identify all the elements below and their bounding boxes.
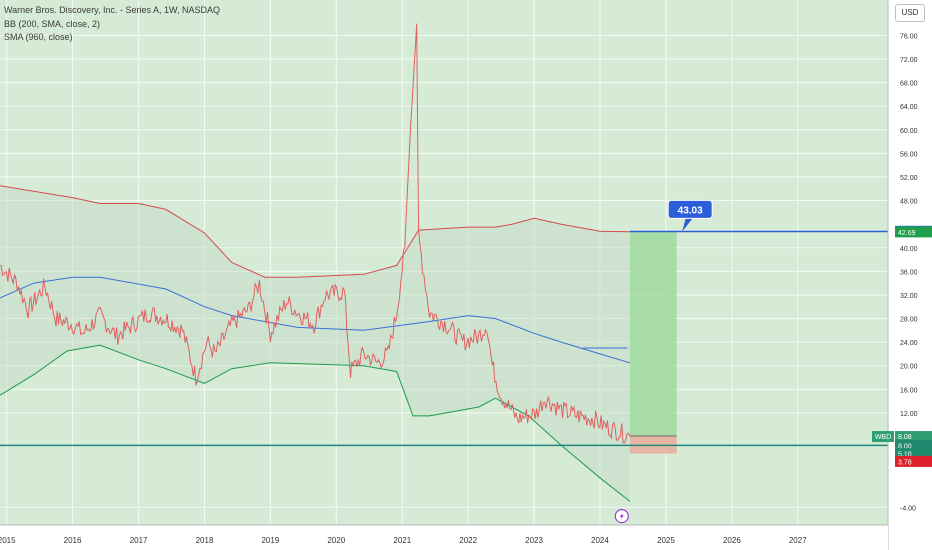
event-marker [614, 509, 629, 524]
x-tick-label: 2022 [459, 536, 477, 545]
y-tick-label: 20.00 [900, 364, 918, 371]
callout-label: 43.03 [678, 205, 703, 216]
currency-button[interactable]: USD [895, 4, 925, 22]
callout-box [667, 199, 713, 219]
price-tag-label: 5.10 [898, 452, 912, 459]
target-callout: 43.03 [667, 199, 713, 232]
y-tick-label: 32.00 [900, 293, 918, 300]
ticker-price-label: 8.08 [898, 434, 912, 441]
y-tick-label: 68.00 [900, 81, 918, 88]
price-tag-label: 42.69 [898, 230, 916, 237]
series-line-price [0, 23, 631, 444]
price-tag: 42.69 [895, 226, 932, 238]
x-tick-label: 2016 [64, 536, 82, 545]
x-tick-label: 2025 [657, 536, 675, 545]
y-tick-label: 64.00 [900, 104, 918, 111]
lightning-icon [619, 512, 624, 521]
price-tag-box [895, 439, 932, 451]
callout-pointer [682, 216, 695, 232]
profit-zone [629, 231, 677, 437]
y-tick-label: 12.00 [900, 411, 918, 418]
y-tick-label: 48.00 [900, 199, 918, 206]
series-line-bb_upper [0, 185, 630, 278]
price-tag: 3.78 [895, 455, 932, 467]
y-tick-label: 72.00 [900, 57, 918, 64]
x-tick-label: 2026 [723, 536, 741, 545]
x-tick-label: 2019 [261, 536, 279, 545]
price-tag-label: 3.78 [898, 459, 912, 466]
ticker-badge [872, 431, 894, 443]
y-tick-label: 36.00 [900, 269, 918, 276]
series-line-bb_basis [0, 276, 631, 364]
y-tick-label: 40.00 [900, 246, 918, 253]
sma-indicator-label[interactable]: SMA (960, close) [4, 32, 73, 42]
ticker-label: WBD [875, 434, 891, 441]
y-tick-label: 52.00 [900, 175, 918, 182]
chart-title: Warner Bros. Discovery, Inc. - Series A,… [4, 5, 221, 15]
price-tag: 5.10 [895, 448, 932, 460]
y-tick-label: 60.00 [900, 128, 918, 135]
time-scale-background [0, 525, 888, 550]
y-tick-label: 28.00 [900, 317, 918, 324]
x-tick-label: 2017 [130, 536, 148, 545]
x-tick-label: 2020 [327, 536, 345, 545]
price-tag: 8.00 [895, 439, 932, 451]
bb-indicator-label[interactable]: BB (200, SMA, close, 2) [4, 19, 101, 29]
x-tick-label: 2015 [0, 536, 16, 545]
y-tick-label: 16.00 [900, 387, 918, 394]
bollinger-band-fill [0, 185, 630, 502]
y-tick-label: -4.00 [900, 505, 916, 512]
x-tick-label: 2018 [196, 536, 214, 545]
x-tick-label: 2024 [591, 536, 609, 545]
y-tick-label: 56.00 [900, 151, 918, 158]
y-tick-label: 76.00 [900, 33, 918, 40]
price-tag-box [895, 448, 932, 460]
x-tick-label: 2027 [789, 536, 807, 545]
price-tag-box [895, 455, 932, 467]
x-tick-label: 2021 [393, 536, 411, 545]
price-tag-label: 8.00 [898, 443, 912, 450]
y-tick-label: 24.00 [900, 340, 918, 347]
x-tick-label: 2023 [525, 536, 543, 545]
price-tag-box [895, 226, 932, 238]
